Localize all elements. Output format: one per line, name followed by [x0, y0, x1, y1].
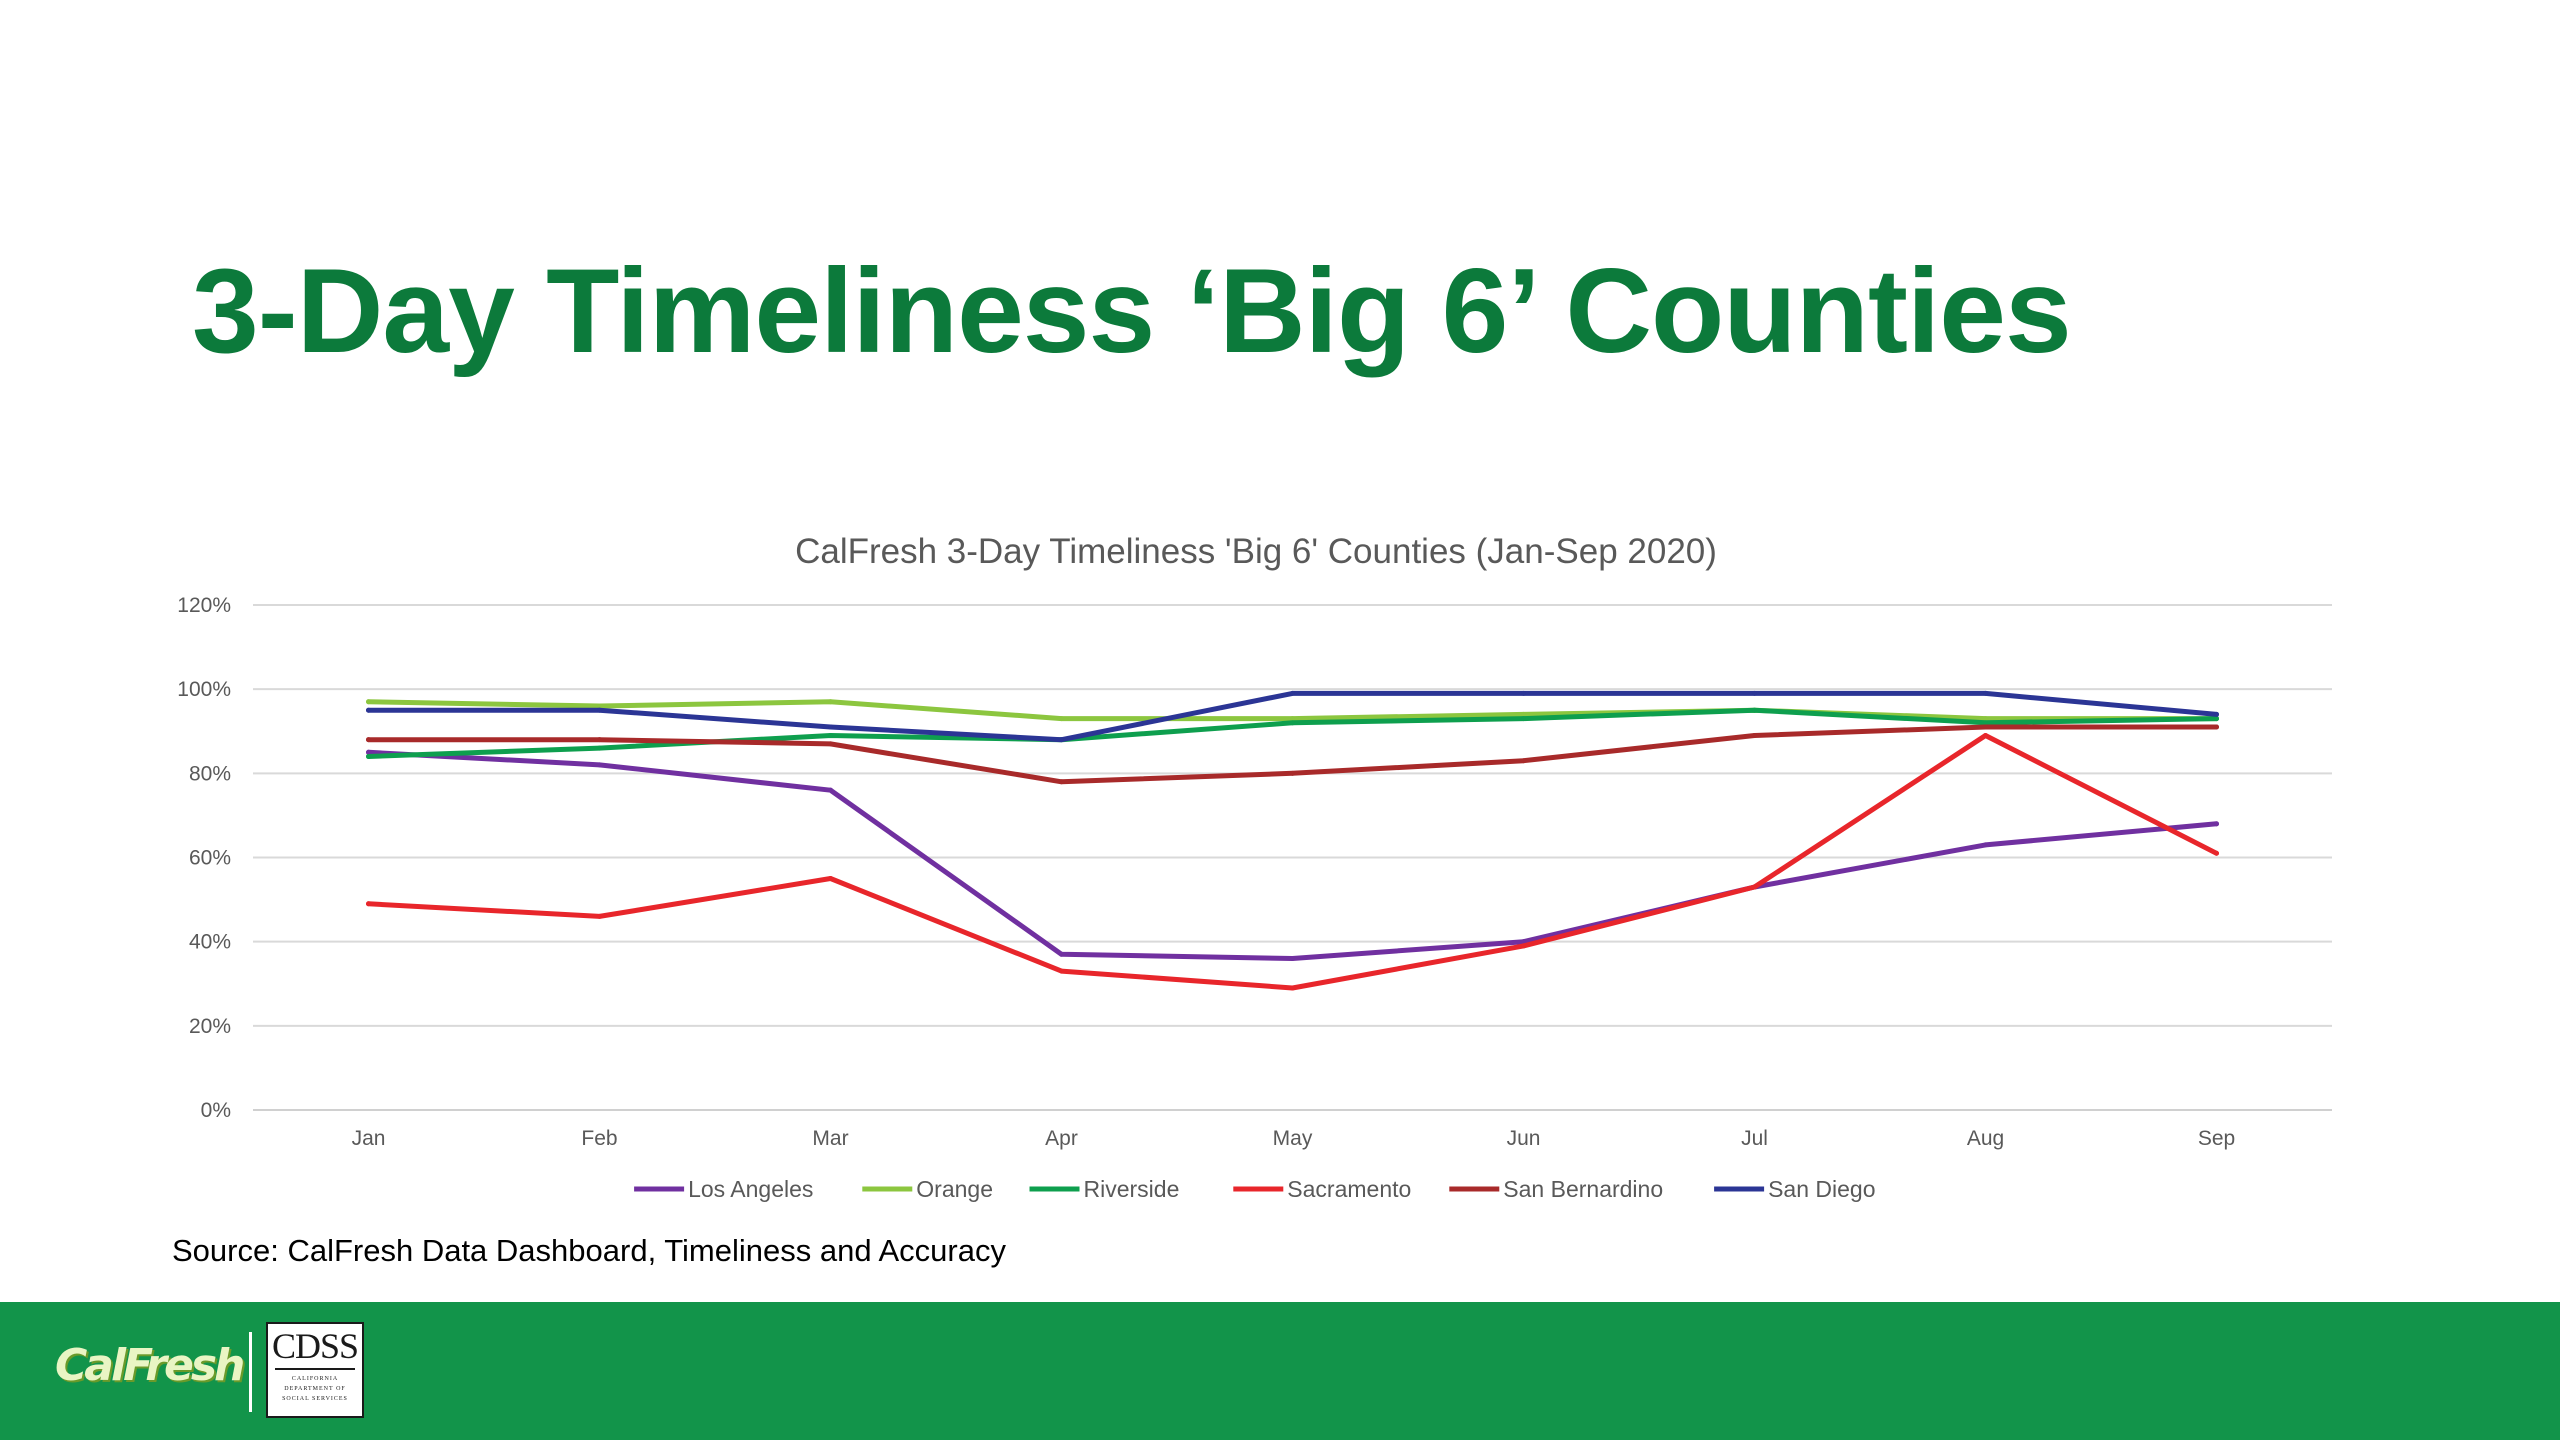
data-point-los-angeles: [1290, 956, 1295, 961]
data-point-riverside: [1983, 720, 1988, 726]
data-point-sacramento: [828, 876, 833, 882]
x-tick-label: Apr: [1045, 1127, 1078, 1150]
data-point-san-diego: [1521, 690, 1526, 696]
data-point-sacramento: [597, 913, 602, 919]
y-tick-label: 0%: [201, 1099, 231, 1122]
chart-title: CalFresh 3-Day Timeliness 'Big 6' Counti…: [795, 532, 1717, 571]
data-point-los-angeles: [1521, 939, 1526, 945]
legend-item-san-bernardino: San Bernardino: [1449, 1176, 1663, 1202]
data-point-riverside: [2214, 716, 2219, 722]
legend-label: Riverside: [1084, 1176, 1180, 1202]
data-point-san-bernardino: [366, 737, 371, 743]
data-point-orange: [1983, 716, 1988, 722]
cdss-logo-sub-1: CALIFORNIA: [291, 1376, 339, 1382]
x-tick-label: Feb: [581, 1127, 617, 1150]
data-point-san-bernardino: [1521, 758, 1526, 764]
data-point-riverside: [597, 745, 602, 751]
data-point-riverside: [1752, 707, 1757, 713]
data-point-los-angeles: [828, 787, 833, 793]
data-point-orange: [828, 699, 833, 705]
data-point-orange: [1059, 716, 1064, 722]
data-point-san-diego: [1290, 690, 1295, 696]
y-axis-ticks: 0% 20% 40% 60% 80% 100% 120%: [177, 594, 231, 1122]
data-point-sacramento: [2214, 850, 2219, 856]
data-point-san-diego: [366, 707, 371, 713]
data-point-riverside: [1521, 716, 1526, 722]
legend-item-san-diego: San Diego: [1714, 1176, 1876, 1202]
x-tick-label: Jul: [1741, 1127, 1768, 1150]
data-point-san-diego: [597, 707, 602, 713]
chart-series: [366, 690, 2219, 991]
y-tick-label: 60%: [189, 847, 231, 870]
legend-item-orange: Orange: [862, 1176, 993, 1202]
legend-item-riverside: Riverside: [1029, 1176, 1180, 1202]
data-point-los-angeles: [1983, 842, 1988, 848]
calfresh-logo: CalFresh: [55, 1330, 245, 1406]
slide-title: 3-Day Timeliness ‘Big 6’ Counties: [192, 244, 2072, 378]
x-tick-label: Aug: [1967, 1127, 2004, 1150]
legend-label: Orange: [916, 1176, 993, 1202]
logo-divider: [249, 1332, 252, 1412]
data-point-san-bernardino: [597, 737, 602, 743]
data-point-san-bernardino: [2214, 724, 2219, 730]
data-point-san-bernardino: [1983, 724, 1988, 730]
cdss-logo-text: CDSS: [271, 1326, 359, 1366]
data-point-san-diego: [1752, 690, 1757, 696]
data-point-san-bernardino: [828, 741, 833, 747]
y-tick-label: 20%: [189, 1015, 231, 1038]
x-tick-label: Jun: [1507, 1127, 1541, 1150]
line-chart: CalFresh 3-Day Timeliness 'Big 6' Counti…: [177, 532, 2332, 1202]
data-point-sacramento: [1059, 968, 1064, 974]
data-point-riverside: [828, 732, 833, 738]
data-point-orange: [597, 703, 602, 709]
source-note: Source: CalFresh Data Dashboard, Timelin…: [172, 1233, 1006, 1268]
data-point-riverside: [1290, 720, 1295, 726]
y-tick-label: 40%: [189, 931, 231, 954]
data-point-los-angeles: [597, 762, 602, 768]
legend-label: San Bernardino: [1503, 1176, 1663, 1202]
data-point-san-diego: [2214, 711, 2219, 717]
x-tick-label: Sep: [2198, 1127, 2235, 1150]
legend-label: San Diego: [1768, 1176, 1875, 1202]
cdss-logo: CDSS CALIFORNIA DEPARTMENT OF SOCIAL SER…: [266, 1322, 364, 1418]
data-point-san-diego: [1059, 737, 1064, 743]
data-point-los-angeles: [366, 749, 371, 755]
data-point-los-angeles: [1059, 951, 1064, 957]
data-point-san-bernardino: [1059, 779, 1064, 785]
data-point-riverside: [366, 754, 371, 759]
data-point-san-diego: [1983, 690, 1988, 696]
legend-label: Sacramento: [1287, 1176, 1411, 1202]
cdss-logo-sub-2: DEPARTMENT OF: [284, 1386, 346, 1392]
legend-label: Los Angeles: [688, 1176, 813, 1202]
data-point-sacramento: [1983, 732, 1988, 738]
series-line-orange: [366, 699, 2219, 722]
y-tick-label: 100%: [177, 678, 231, 701]
data-point-sacramento: [1290, 985, 1295, 991]
x-tick-label: May: [1273, 1127, 1313, 1150]
data-point-san-bernardino: [1290, 770, 1295, 776]
calfresh-logo-text: CalFresh: [55, 1340, 245, 1391]
y-tick-label: 80%: [189, 762, 231, 785]
x-tick-label: Jan: [352, 1127, 386, 1150]
legend-item-los-angeles: Los Angeles: [634, 1176, 813, 1202]
cdss-logo-sub-3: SOCIAL SERVICES: [282, 1396, 348, 1402]
data-point-san-diego: [828, 724, 833, 730]
data-point-sacramento: [366, 901, 371, 907]
data-point-orange: [1290, 716, 1295, 722]
data-point-san-bernardino: [1752, 732, 1757, 738]
data-point-orange: [1521, 711, 1526, 717]
data-point-sacramento: [1521, 943, 1526, 949]
chart-gridlines: [253, 604, 2332, 1111]
x-axis-ticks: Jan Feb Mar Apr May Jun Jul Aug Sep: [352, 1127, 2236, 1150]
cdss-logo-rule: [275, 1368, 355, 1370]
legend-item-sacramento: Sacramento: [1233, 1176, 1411, 1202]
data-point-sacramento: [1752, 884, 1757, 890]
data-point-los-angeles: [2214, 821, 2219, 827]
footer-bar: CalFresh CDSS CALIFORNIA DEPARTMENT OF S…: [0, 1302, 2560, 1440]
series-line-los-angeles: [366, 749, 2219, 961]
data-point-orange: [366, 699, 371, 705]
x-tick-label: Mar: [812, 1127, 848, 1150]
y-tick-label: 120%: [177, 594, 231, 617]
chart-legend: Los Angeles Orange Riverside Sacramento San …: [634, 1176, 1876, 1202]
